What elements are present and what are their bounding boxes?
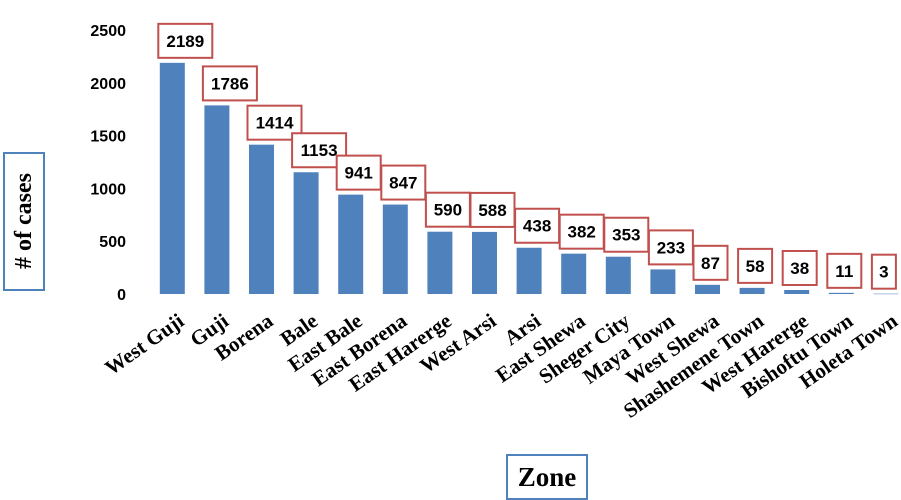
bar: [338, 194, 364, 294]
data-label: 1153: [301, 141, 338, 160]
bar: [695, 284, 720, 294]
bar: [249, 144, 274, 294]
y-tick-label: 2500: [90, 23, 126, 40]
data-label-box: 3: [870, 253, 897, 290]
data-label-border: [737, 247, 774, 284]
data-label: 382: [568, 223, 596, 242]
y-tick-label: 500: [99, 234, 126, 251]
data-label-border: [826, 252, 863, 289]
data-label: 590: [434, 201, 462, 220]
data-label-border: [380, 164, 427, 201]
data-label-box: 590: [424, 191, 471, 228]
data-label-box: 38: [781, 249, 818, 286]
data-label: 3: [879, 263, 888, 282]
x-category-label: West Guji: [100, 308, 188, 380]
y-tick-label: 1500: [90, 129, 126, 146]
data-label: 58: [746, 257, 765, 276]
data-labels: 2189 1786 1414 1153 941 847 590 588 438 382 353 233…: [157, 22, 897, 290]
data-label-border: [692, 244, 729, 281]
bar: [650, 269, 676, 294]
data-label: 353: [612, 226, 640, 245]
data-label-box: 847: [380, 164, 427, 201]
data-label-border: [603, 216, 650, 253]
bar: [472, 231, 497, 294]
x-axis-title: Zone: [506, 454, 588, 500]
data-label-box: 382: [558, 213, 605, 250]
data-label: 1414: [256, 114, 294, 133]
bar: [427, 231, 453, 294]
data-label-border: [781, 249, 818, 286]
data-label: 87: [701, 254, 720, 273]
data-label-box: 1153: [291, 132, 348, 169]
data-label: 38: [790, 259, 809, 278]
data-label: 847: [389, 174, 417, 193]
bars: [159, 62, 899, 295]
data-label: 2189: [166, 32, 204, 51]
data-label: 11: [835, 262, 853, 281]
bar: [605, 256, 631, 294]
data-label-box: 588: [469, 191, 516, 228]
data-label-border: [335, 154, 382, 191]
bar: [561, 253, 587, 294]
y-axis-title: # of cases: [3, 152, 45, 291]
bar: [828, 292, 854, 294]
data-label-box: 11: [826, 252, 863, 289]
data-label-box: 2189: [157, 22, 214, 59]
data-label-border: [647, 229, 694, 266]
data-label-border: [870, 253, 897, 290]
bar: [382, 204, 408, 294]
data-label-box: 87: [692, 244, 729, 281]
data-label-border: [558, 213, 605, 250]
data-label-box: 233: [647, 229, 694, 266]
bar: [293, 172, 319, 294]
bar: [739, 287, 765, 294]
data-label: 233: [657, 238, 685, 257]
y-tick-label: 1000: [90, 181, 126, 198]
bar: [784, 289, 810, 294]
data-label: 588: [478, 201, 506, 220]
data-label-border: [157, 22, 214, 59]
data-label-box: 438: [514, 207, 561, 244]
y-tick-label: 0: [117, 287, 126, 304]
data-label: 438: [523, 217, 551, 236]
y-axis-ticks: 0 500 1000 1500 2000 2500: [90, 23, 126, 304]
data-label: 1786: [211, 74, 249, 93]
data-label-box: 1786: [201, 65, 258, 102]
y-axis-label: # of cases: [11, 173, 37, 269]
data-label-box: 941: [335, 154, 382, 191]
data-label-box: 353: [603, 216, 650, 253]
data-label-box: 58: [737, 247, 774, 284]
bar: [873, 293, 899, 295]
data-label: 941: [345, 164, 373, 183]
bar: [159, 62, 185, 294]
x-axis-label: Zone: [518, 462, 577, 492]
data-label-border: [469, 191, 516, 228]
bar: [204, 105, 230, 294]
bar: [516, 247, 542, 294]
y-tick-label: 2000: [90, 76, 126, 93]
data-label-border: [514, 207, 561, 244]
data-label-border: [201, 65, 258, 102]
